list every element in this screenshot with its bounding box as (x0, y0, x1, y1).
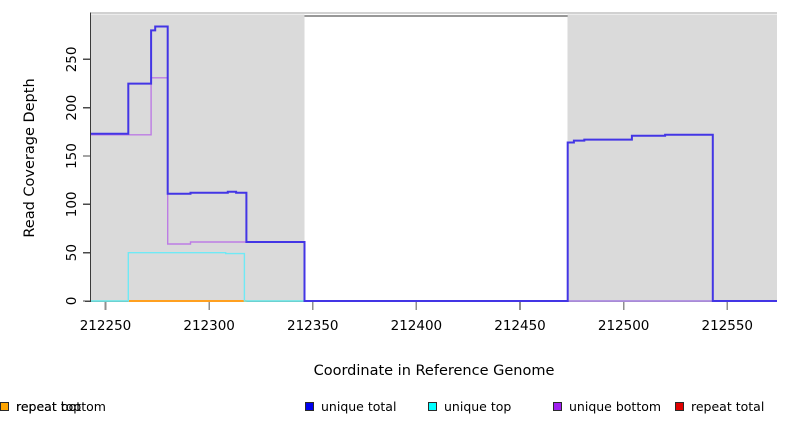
legend-item-repeat-total: repeat total (675, 399, 764, 414)
x-tick-label: 212300 (183, 318, 235, 334)
x-tick-label: 212550 (701, 318, 753, 334)
y-tick-label: 0 (64, 297, 80, 306)
legend-item-unique-bottom: unique bottom (553, 399, 661, 414)
legend-label-repeat-total: repeat total (691, 399, 765, 414)
x-tick-label: 212450 (494, 318, 546, 334)
y-tick-label: 100 (64, 191, 80, 217)
legend-swatch-unique-top (428, 402, 437, 411)
legend-item-unique-total: unique total (305, 399, 396, 414)
legend-label-unique-top: unique top (444, 399, 512, 414)
legend-swatch-repeat-bottom (0, 402, 9, 411)
legend-item-unique-top: unique top (428, 399, 511, 414)
legend-label-unique-total: unique total (321, 399, 397, 414)
x-tick-label: 212400 (391, 318, 443, 334)
right-gray-block (567, 14, 777, 301)
series-unique-total (91, 25, 777, 302)
x-tick-label: 212350 (287, 318, 339, 334)
x-tick-label: 212500 (598, 318, 650, 334)
y-tick-label: 250 (64, 46, 80, 72)
legend-swatch-unique-total (305, 402, 314, 411)
legend-label-repeat-top: repeat top (16, 399, 82, 414)
left-gray-block (91, 14, 305, 301)
legend-label-unique-bottom: unique bottom (569, 399, 662, 414)
y-tick-label: 150 (64, 143, 80, 169)
legend-item-repeat-bottom: repeat bottom (0, 399, 106, 414)
y-tick-label: 50 (64, 244, 80, 261)
x-tick-label: 212250 (80, 318, 132, 334)
legend-swatch-unique-bottom (553, 402, 562, 411)
series-unique-top (91, 252, 777, 302)
y-tick-label: 200 (64, 95, 80, 121)
y-axis-title: Read Coverage Depth (22, 78, 38, 238)
x-axis-title: Coordinate in Reference Genome (313, 363, 555, 379)
legend-label-repeat-bottom: repeat bottom (16, 399, 106, 414)
legend-swatch-repeat-total (675, 402, 684, 411)
